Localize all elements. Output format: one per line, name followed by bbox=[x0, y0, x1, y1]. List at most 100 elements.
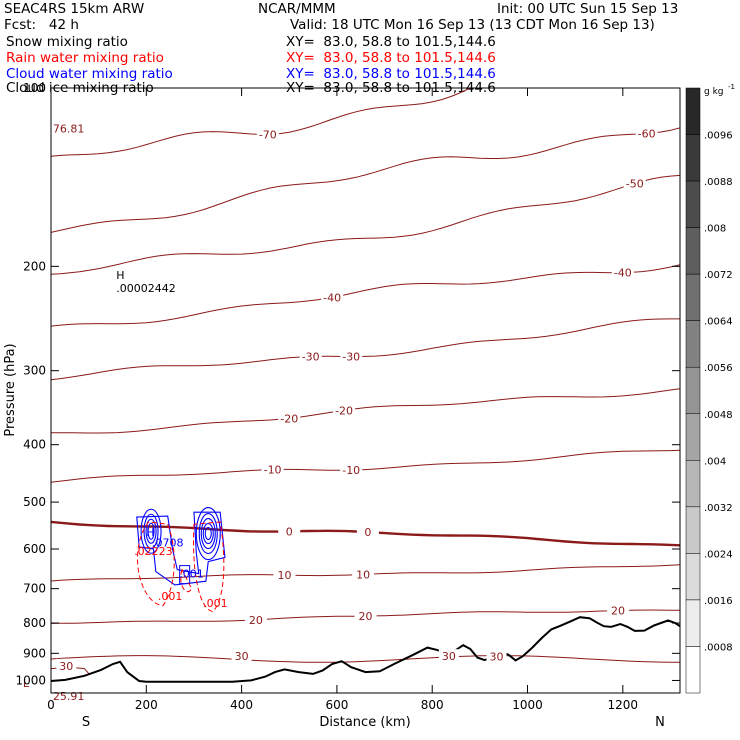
axes: 0 200 400 600 800 1000 12002003004005006007008… bbox=[15, 81, 680, 712]
extremum-value: 76.81 bbox=[53, 122, 85, 135]
temperature-contour-label: -20 bbox=[280, 412, 298, 425]
x-tick-label: 200 bbox=[135, 698, 158, 712]
temperature-contour-label: -60 bbox=[638, 128, 656, 141]
contour-label-bg bbox=[340, 349, 363, 363]
colorbar-label: .0056 bbox=[704, 363, 733, 374]
field-label-rain: Rain water mixing ratio bbox=[6, 50, 164, 66]
temperature-contour--20 bbox=[51, 388, 680, 434]
temperature-contour-label: 30 bbox=[442, 650, 456, 663]
cloud-water-contour bbox=[145, 518, 157, 544]
rain-water-label: .001 bbox=[158, 590, 183, 603]
colorbar-label: .0064 bbox=[704, 317, 733, 328]
temperature-contour-label: 10 bbox=[277, 569, 291, 582]
y-axis-label: Pressure (hPa) bbox=[3, 343, 18, 436]
colorbar-swatch bbox=[685, 599, 701, 647]
temperature-contour-label: 0 bbox=[286, 525, 293, 538]
temperature-contour-30 bbox=[51, 655, 680, 663]
field-label-snow: Snow mixing ratio bbox=[6, 34, 128, 50]
temperature-contour--40 bbox=[51, 264, 680, 327]
cloud-water-contour bbox=[202, 522, 214, 545]
y-tick-label: 900 bbox=[23, 646, 46, 660]
colorbar-swatch bbox=[685, 506, 701, 554]
temperature-contour-label: -40 bbox=[614, 267, 632, 280]
colorbar-swatch bbox=[685, 460, 701, 508]
extremum-letter: H bbox=[146, 526, 154, 539]
contour-label-bg bbox=[56, 658, 77, 672]
temperature-contour--60 bbox=[51, 127, 680, 233]
field-xy-snow: XY= 83.0, 58.8 to 101.5,144.6 bbox=[286, 34, 496, 50]
x-end-label-left: S bbox=[82, 715, 90, 730]
y-tick-label: 100 bbox=[23, 81, 46, 95]
colorbar: .0096 .0088 .008 .0072 .0064 .0056 .0048 .004 .0… bbox=[685, 83, 735, 694]
x-tick-label: 1000 bbox=[512, 698, 543, 712]
colorbar-label: .0008 bbox=[704, 642, 733, 653]
temperature-contour-label: 30 bbox=[490, 651, 504, 664]
temperature-contour-label: -30 bbox=[302, 351, 320, 364]
colorbar-label: .0072 bbox=[704, 270, 733, 281]
temperature-contour--30 bbox=[51, 318, 680, 381]
rain-water-contour bbox=[136, 521, 175, 607]
colorbar-label: .0048 bbox=[704, 410, 733, 421]
colorbar-unit-sup: -1 bbox=[728, 83, 735, 91]
x-tick-label: 800 bbox=[421, 698, 444, 712]
colorbar-label: .0088 bbox=[704, 177, 733, 188]
cloud-water-contour bbox=[195, 506, 221, 561]
y-tick-label: 1000 bbox=[15, 673, 46, 687]
colorbar-swatch bbox=[685, 366, 701, 415]
colorbar-swatch bbox=[685, 413, 701, 461]
y-tick-label: 500 bbox=[23, 495, 46, 509]
org-name: NCAR/MMM bbox=[258, 1, 336, 17]
colorbar-swatch bbox=[685, 87, 701, 135]
temperature-contour-label: 20 bbox=[359, 610, 373, 623]
contour-label-bg bbox=[256, 127, 279, 141]
contour-label-bg bbox=[244, 612, 267, 626]
x-end-label-right: N bbox=[655, 715, 665, 730]
temperature-contour-label: 20 bbox=[249, 614, 263, 627]
rain-water-contours bbox=[136, 521, 225, 613]
field-xy-rain: XY= 83.0, 58.8 to 101.5,144.6 bbox=[286, 50, 496, 66]
temperature-contour-label: -10 bbox=[342, 464, 360, 477]
cloud-water-label: .001 bbox=[179, 568, 204, 581]
temperature-contour-label: -40 bbox=[323, 291, 341, 304]
temperature-contour-label: 0 bbox=[364, 526, 371, 539]
colorbar-unit: g kg bbox=[704, 87, 724, 97]
cloud-water-contour bbox=[198, 512, 218, 555]
contour-label-bg bbox=[321, 290, 344, 304]
extremum-value: 25.91 bbox=[53, 690, 85, 703]
colorbar-swatch bbox=[685, 180, 701, 228]
colorbar-label: .0016 bbox=[704, 596, 733, 607]
temperature-contour-label: 20 bbox=[611, 605, 625, 618]
y-tick-label: 200 bbox=[23, 259, 46, 273]
temperature-contour--10 bbox=[51, 449, 680, 483]
temperature-contour-label: -30 bbox=[342, 351, 360, 364]
colorbar-swatch bbox=[685, 227, 701, 275]
colorbar-label: .0032 bbox=[704, 503, 733, 514]
rain-water-contour bbox=[193, 521, 225, 613]
temperature-contour-label: -10 bbox=[264, 464, 282, 477]
field-xy-cloud-water: XY= 83.0, 58.8 to 101.5,144.6 bbox=[286, 66, 496, 82]
extremum-value: .00002442 bbox=[116, 282, 176, 295]
contour-label-bg bbox=[352, 567, 375, 581]
colorbar-swatch bbox=[685, 134, 701, 182]
contour-label-bg bbox=[273, 568, 296, 582]
colorbar-label: .004 bbox=[704, 456, 726, 467]
contour-label-bg bbox=[356, 525, 379, 539]
cloud-water-label: .0708 bbox=[152, 536, 184, 549]
y-tick-label: 600 bbox=[23, 542, 46, 556]
colorbar-label: .0096 bbox=[704, 131, 733, 142]
cloud-water-contour bbox=[179, 565, 191, 585]
temperature-contour-label: 30 bbox=[59, 660, 73, 673]
temperature-contour-label: -20 bbox=[335, 404, 353, 417]
extremum-letter: H bbox=[116, 269, 124, 282]
colorbar-label: .0024 bbox=[704, 549, 733, 560]
x-tick-label: 1200 bbox=[608, 698, 639, 712]
terrain-profile bbox=[51, 616, 680, 683]
colorbar-swatch bbox=[685, 320, 701, 368]
x-tick-label: 600 bbox=[325, 698, 348, 712]
contour-label-bg bbox=[486, 649, 507, 663]
cloud-water-contour bbox=[147, 522, 155, 540]
y-tick-label: 700 bbox=[23, 582, 46, 596]
contour-label-bg bbox=[438, 649, 459, 663]
rain-water-label: .001 bbox=[203, 597, 228, 610]
